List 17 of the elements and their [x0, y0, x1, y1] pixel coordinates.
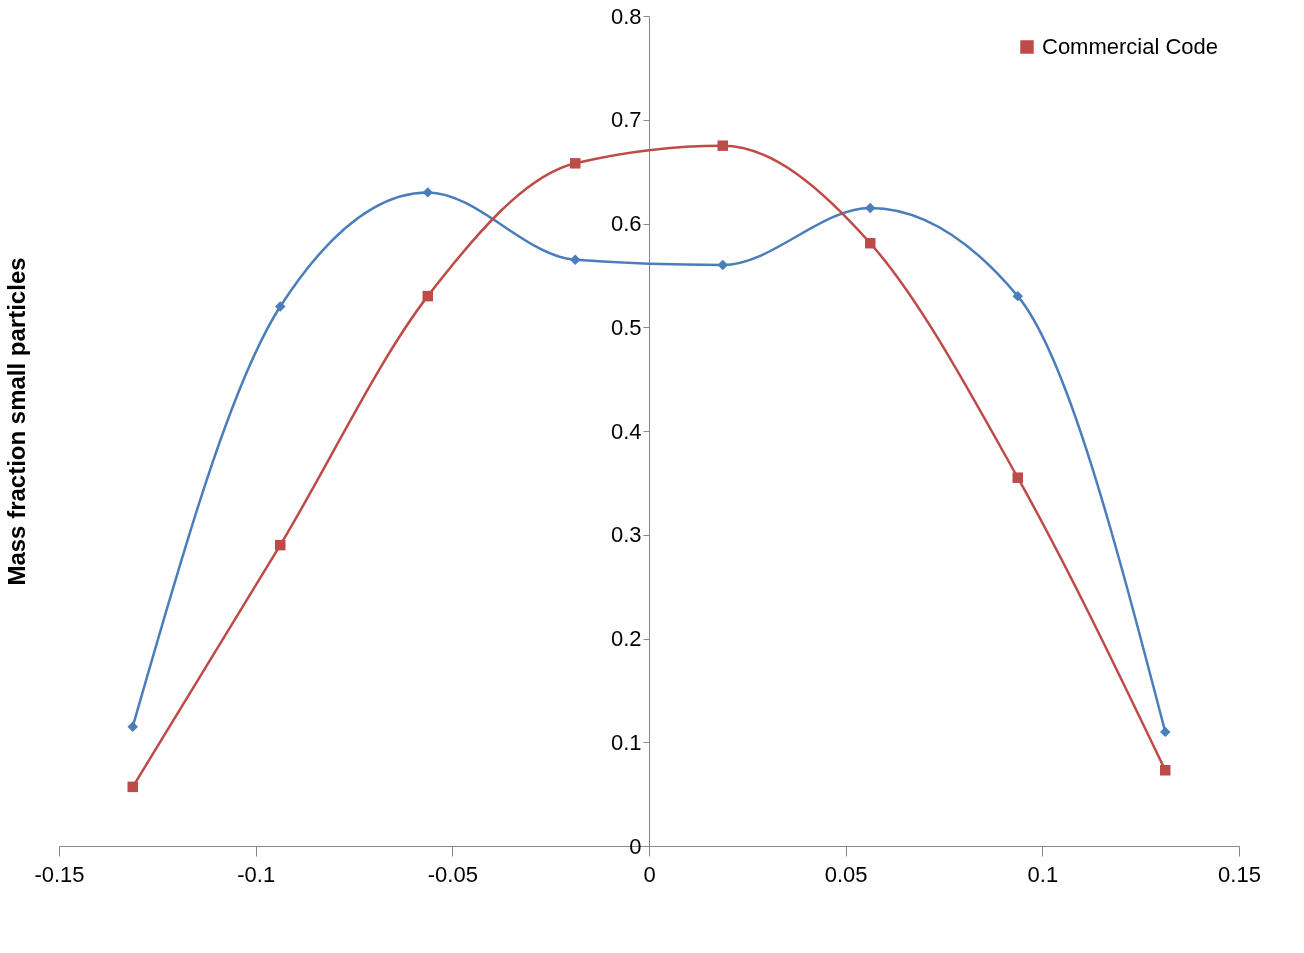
- y-tick-label: 0.8: [610, 3, 642, 29]
- y-tick-label: 0: [629, 833, 642, 859]
- y-tick-label: 0.7: [610, 107, 642, 133]
- x-tick-label: 0.1: [1027, 861, 1059, 887]
- y-tick-label: 0.3: [610, 522, 642, 548]
- x-tick-label: -0.1: [237, 861, 276, 887]
- y-tick-label: 0.4: [610, 418, 642, 444]
- y-tick-label: 0.6: [610, 211, 642, 236]
- y-tick-label: 0.2: [610, 626, 642, 651]
- legend-label: Commercial Code: [1042, 34, 1219, 59]
- y-tick-label: 0.1: [610, 729, 642, 755]
- x-tick-label: -0.15: [34, 861, 85, 887]
- y-axis-title: Mass fraction small particles: [2, 257, 30, 586]
- y-tick-label: 0.5: [610, 314, 642, 340]
- x-tick-label: 0.15: [1218, 861, 1261, 887]
- x-tick-label: 0.05: [824, 861, 868, 887]
- x-tick-label: -0.05: [427, 861, 478, 887]
